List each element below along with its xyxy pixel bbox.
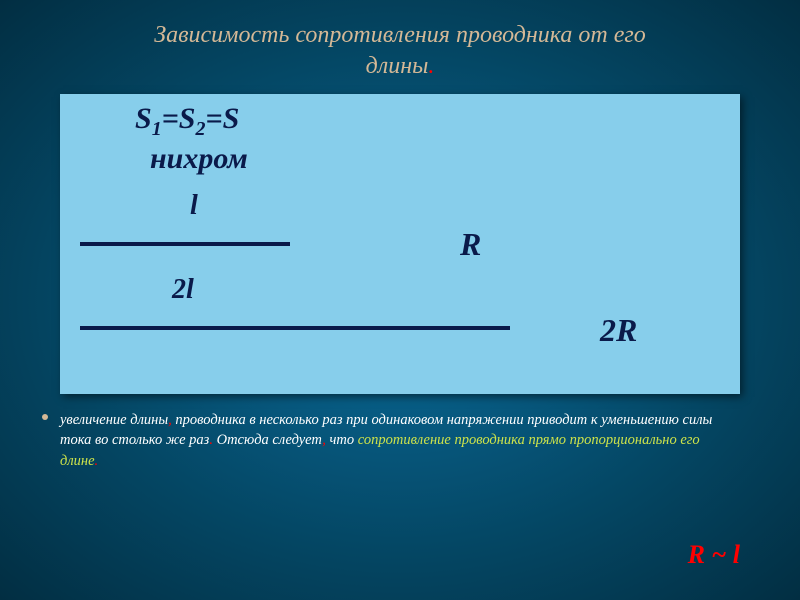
resistance-r: R <box>460 226 481 263</box>
eq-sub2: 2 <box>195 118 205 140</box>
eq-eq1: = <box>162 102 179 135</box>
eq-sub1: 1 <box>152 118 162 140</box>
title-line1: Зависимость сопротивления проводника от … <box>154 22 646 48</box>
wire-long <box>80 326 510 330</box>
bullet-block: увеличение длины, проводника в несколько… <box>60 410 740 471</box>
bt-p3: Отсюда следует <box>213 432 322 448</box>
slide: Зависимость сопротивления проводника от … <box>0 0 800 600</box>
material-label: нихром <box>150 142 248 176</box>
bullet-dot-icon <box>42 414 48 420</box>
bt-p1: увеличение длины <box>60 412 168 428</box>
title-line2: длины <box>366 53 429 79</box>
length-l: l <box>190 190 198 222</box>
slide-title: Зависимость сопротивления проводника от … <box>40 20 760 82</box>
bt-p4: что <box>326 432 358 448</box>
bt-c4: . <box>95 453 99 469</box>
content-box: S1=S2=S нихром l R 2l 2R <box>60 94 740 394</box>
bullet-text: увеличение длины, проводника в несколько… <box>60 410 740 471</box>
equation-s: S1=S2=S <box>135 102 239 141</box>
resistance-2r: 2R <box>600 312 637 349</box>
eq-s1: S <box>135 102 152 135</box>
wire-short <box>80 242 290 246</box>
formula-proportion: R ~ l <box>688 540 740 570</box>
eq-eq2: =S <box>205 102 239 135</box>
length-2l: 2l <box>172 274 194 306</box>
title-dot: . <box>428 53 434 79</box>
eq-s2: S <box>179 102 196 135</box>
